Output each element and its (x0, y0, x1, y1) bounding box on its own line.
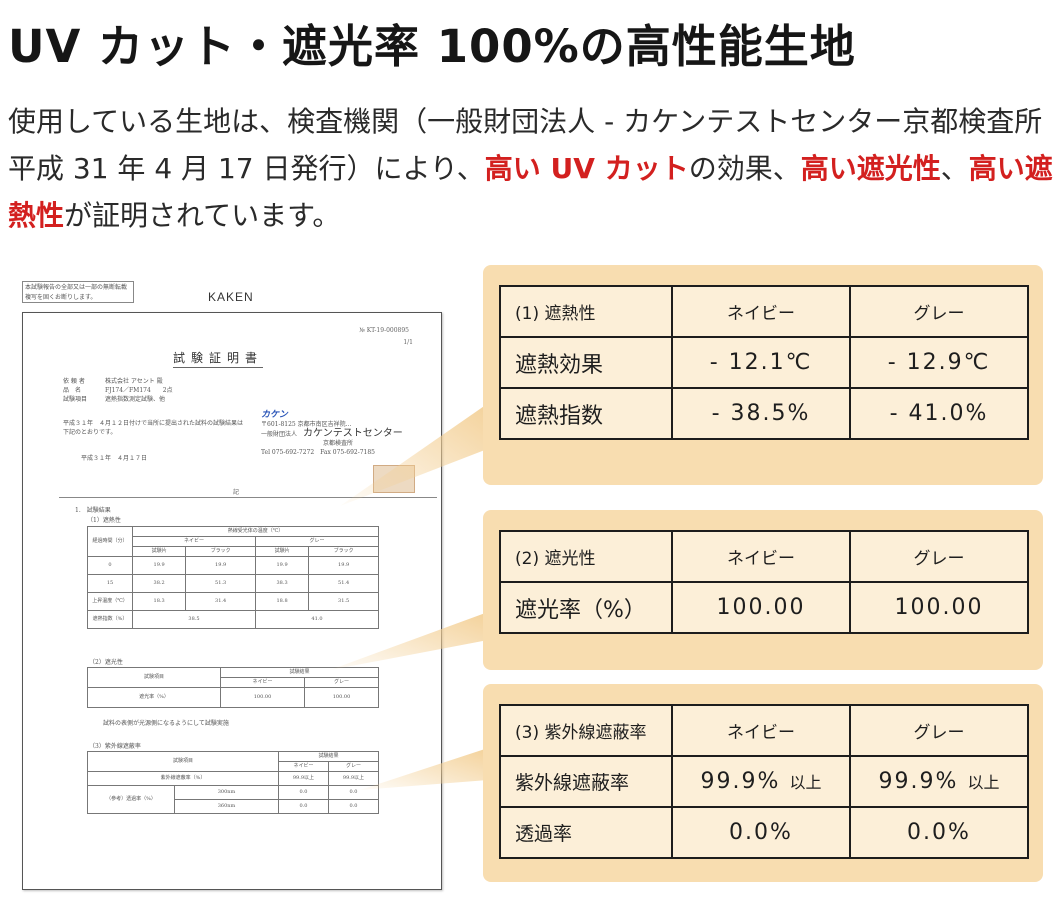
meta-label: 試験項目 (63, 396, 88, 403)
panel-header-cell: (2) 遮光性 (499, 530, 673, 583)
certificate-title: 試験証明書 (173, 349, 264, 368)
column-header-gray: グレー (849, 704, 1029, 757)
table-cell: 遮熱指数（%） (87, 610, 133, 629)
value-cell: 100.00 (849, 581, 1029, 634)
table-cell: 100.00 (219, 687, 306, 708)
panel-header-cell: (3) 紫外線遮蔽率 (499, 704, 673, 757)
column-header-gray: グレー (849, 530, 1029, 583)
value-suffix: 以上 (967, 773, 1000, 792)
heat-summary-panel: (1) 遮熱性 ネイビー グレー 遮熱効果 - 12.1℃ - 12.9℃ 遮熱… (483, 265, 1043, 485)
intro-highlight-heat: 高い遮熱性 (8, 152, 1053, 232)
table-cell: 41.0 (254, 610, 380, 629)
row-label: 遮光率（%） (499, 581, 673, 634)
section-results: 1. 試験結果 (75, 507, 111, 514)
intro-text-3: が証明されています。 (64, 199, 341, 232)
uv-summary-panel: (3) 紫外線遮蔽率 ネイビー グレー 紫外線遮蔽率 99.9% 以上 99.9… (483, 684, 1043, 882)
value-cell: 99.9% 以上 (849, 755, 1029, 808)
column-header-gray: グレー (849, 285, 1029, 338)
meta-row: 依 頼 者 株式会社 アセント 殿 (63, 377, 423, 386)
meta-row: 試験項目 遮熱指数測定試験、他 (63, 395, 423, 404)
certificate-copy-notice: 本試験報告の全部又は一部の無断転載複写を固くお断りします。 (22, 281, 134, 303)
callout-connector-shading (330, 612, 488, 670)
shading-table: 試験項目 試験結果 ネイビー グレー 遮光率（%） 100.00 100.00 (87, 667, 379, 708)
certificate-date: 平成３１年 ４月１７日 (81, 455, 148, 462)
value-cell: - 12.1℃ (671, 336, 851, 389)
value-text: 99.9% (878, 769, 959, 794)
value-cell: - 12.9℃ (849, 336, 1029, 389)
callout-connector-uv (360, 748, 488, 790)
value-text: 99.9% (700, 769, 781, 794)
value-cell: - 41.0% (849, 387, 1029, 440)
uv-summary-table: (3) 紫外線遮蔽率 ネイビー グレー 紫外線遮蔽率 99.9% 以上 99.9… (499, 704, 1029, 859)
row-label: 透過率 (499, 806, 673, 859)
kaken-logo: カケン (261, 410, 288, 420)
meta-row: 品 名 FJ174／FM174 2点 (63, 386, 423, 395)
institution-org: 一般財団法人 (261, 431, 298, 438)
meta-label: 品 名 (63, 387, 82, 394)
value-suffix: 以上 (789, 773, 822, 792)
row-label: 紫外線遮蔽率 (499, 755, 673, 808)
shading-summary-table: (2) 遮光性 ネイビー グレー 遮光率（%） 100.00 100.00 (499, 530, 1029, 634)
uv-table: 試験項目 試験結果 ネイビー グレー 紫外線遮蔽率（%） 99.9以上 99.9… (87, 751, 380, 814)
value-cell: - 38.5% (671, 387, 851, 440)
shading-note: 試料の表側が光源側になるようにして試験実施 (103, 720, 229, 727)
heat-table: 経過時間（分） 熱線受光体の温度（℃） ネイビー グレー 試験片 ブラック 試験… (87, 526, 380, 629)
intro-text-1: 使用している生地は、検査機関（一般財団法人 - カケンテストセンター京都検査所 … (8, 105, 1060, 185)
intro-highlight-uv: 高い UV カット (484, 152, 689, 185)
certificate-paragraph: 平成３１年 ４月１２日付けで当所に提出された試料の試験結果は下記のとおりです。 (63, 420, 244, 436)
certificate-meta: 依 頼 者 株式会社 アセント 殿 品 名 FJ174／FM174 2点 試験項目 遮… (63, 377, 423, 404)
divider (59, 497, 437, 498)
table-cell: 38.2 (131, 574, 187, 593)
callout-connector-heat (340, 402, 490, 506)
intro-paragraph: 使用している生地は、検査機関（一般財団法人 - カケンテストセンター京都検査所 … (8, 98, 1060, 239)
intro-highlight-shading: 高い遮光性 (800, 152, 941, 185)
institution-name-line: 一般財団法人 カケンテストセンター (261, 429, 441, 439)
meta-label: 依 頼 者 (63, 378, 85, 385)
certificate-number: № KT-19-000895 (359, 327, 409, 334)
page-title: UV カット・遮光率 100%の高性能生地 (8, 20, 856, 73)
certificate-header: KAKEN (208, 290, 254, 304)
value-cell: 0.0% (671, 806, 851, 859)
table-cell: 100.00 (304, 687, 379, 708)
meta-value: 遮熱指数測定試験、他 (105, 396, 166, 403)
section-shading: （2）遮光性 (89, 659, 123, 666)
value-cell: 99.9% 以上 (671, 755, 851, 808)
column-header-navy: ネイビー (671, 285, 851, 338)
row-label: 遮熱効果 (499, 336, 673, 389)
institution-contact: Tel 075-692-7272 Fax 075-692-7185 (261, 449, 375, 456)
column-header-navy: ネイビー (671, 530, 851, 583)
column-header-navy: ネイビー (671, 704, 851, 757)
institution-name: カケンテストセンター (303, 428, 403, 439)
panel-header-cell: (1) 遮熱性 (499, 285, 673, 338)
table-cell: 0.0 (327, 799, 380, 814)
institution-block: カケン 〒601-8125 京都市南区吉祥院… 一般財団法人 カケンテストセンタ… (261, 411, 441, 457)
row-label: 遮熱指数 (499, 387, 673, 440)
shading-summary-panel: (2) 遮光性 ネイビー グレー 遮光率（%） 100.00 100.00 (483, 510, 1043, 670)
value-cell: 0.0% (849, 806, 1029, 859)
test-certificate: № KT-19-000895 1/1 試験証明書 依 頼 者 株式会社 アセント … (22, 312, 442, 890)
certificate-page: 1/1 (403, 339, 413, 346)
section-uv: （3）紫外線遮蔽率 (89, 743, 141, 750)
intro-text-2: の効果、 (688, 152, 801, 185)
heat-summary-table: (1) 遮熱性 ネイビー グレー 遮熱効果 - 12.1℃ - 12.9℃ 遮熱… (499, 285, 1029, 440)
section-heat: （1）遮熱性 (87, 517, 121, 524)
intro-separator: 、 (940, 152, 969, 185)
meta-value: 株式会社 アセント 殿 (105, 378, 163, 385)
institution-address: 〒601-8125 京都市南区吉祥院… (261, 421, 352, 428)
institution-branch: 京都検査所 (323, 440, 354, 447)
table-cell: （参考）透過率（%） (87, 785, 175, 814)
meta-value: FJ174／FM174 2点 (105, 387, 173, 394)
value-cell: 100.00 (671, 581, 851, 634)
certificate-ki: 記 (233, 489, 240, 496)
